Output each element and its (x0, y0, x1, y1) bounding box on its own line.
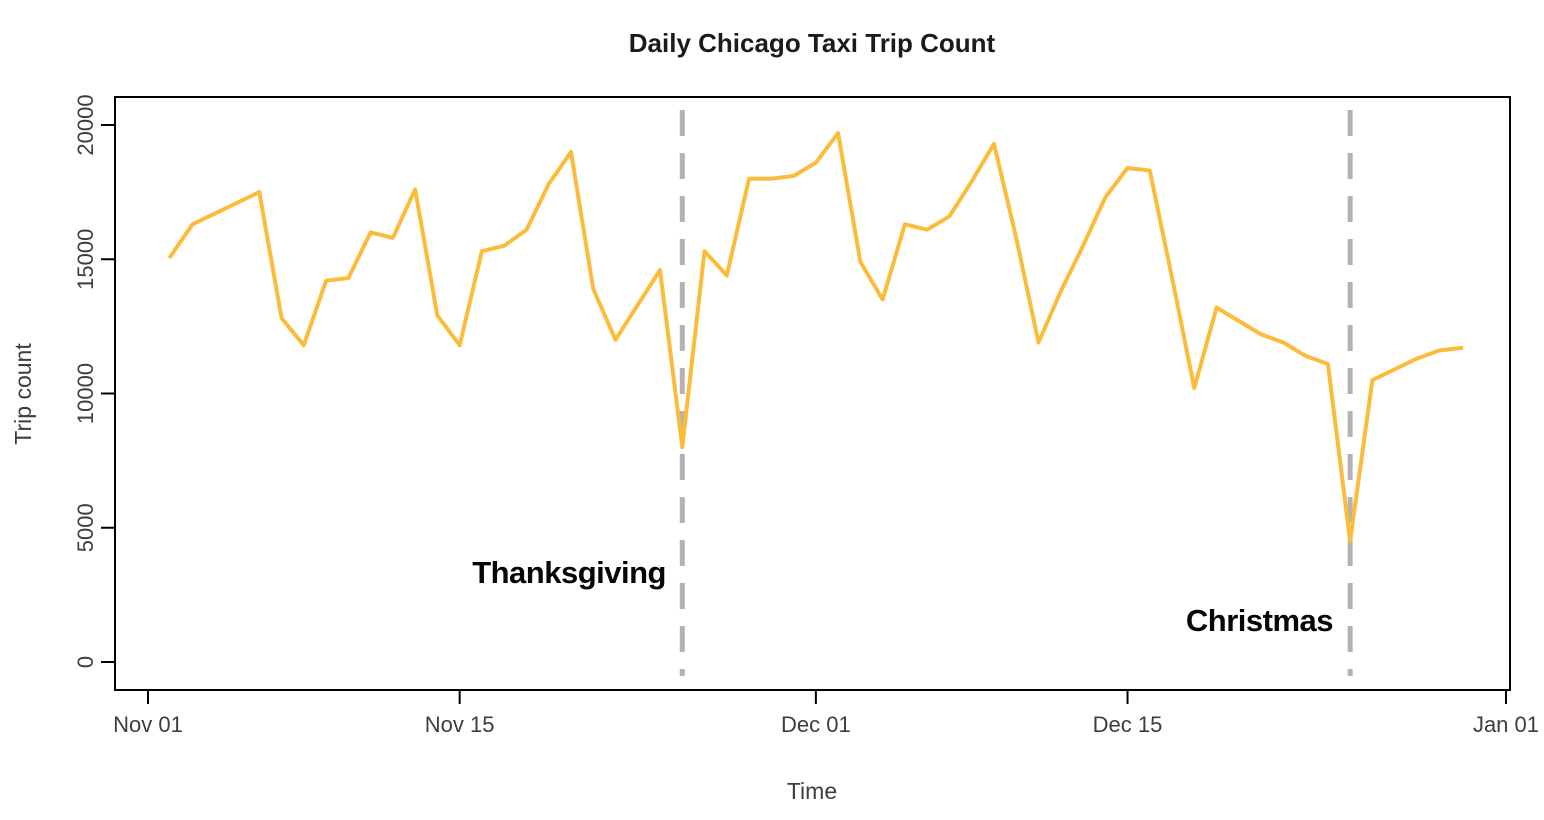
trip-count-line (168, 131, 1464, 544)
x-axis: Nov 01 Nov 15 Dec 01 Dec 15 Jan 01 (113, 690, 1539, 737)
x-axis-title: Time (787, 778, 837, 804)
y-tick-label: 20000 (73, 94, 98, 155)
x-tick-label: Nov 15 (425, 712, 495, 737)
y-tick-label: 5000 (73, 503, 98, 552)
y-tick-label: 10000 (73, 363, 98, 424)
annotation-christmas: Christmas (1186, 603, 1333, 638)
chart-title: Daily Chicago Taxi Trip Count (629, 28, 996, 58)
x-tick-label: Dec 15 (1093, 712, 1163, 737)
y-axis: 0 5000 10000 15000 20000 (73, 94, 115, 668)
y-tick-label: 0 (73, 656, 98, 668)
x-tick-label: Nov 01 (113, 712, 183, 737)
y-tick-label: 15000 (73, 229, 98, 290)
annotation-thanksgiving: Thanksgiving (472, 555, 666, 590)
event-lines (679, 110, 1353, 676)
plot-border (114, 96, 1511, 691)
x-tick-label: Jan 01 (1473, 712, 1539, 737)
y-axis-title: Trip count (10, 343, 36, 445)
x-tick-label: Dec 01 (781, 712, 851, 737)
